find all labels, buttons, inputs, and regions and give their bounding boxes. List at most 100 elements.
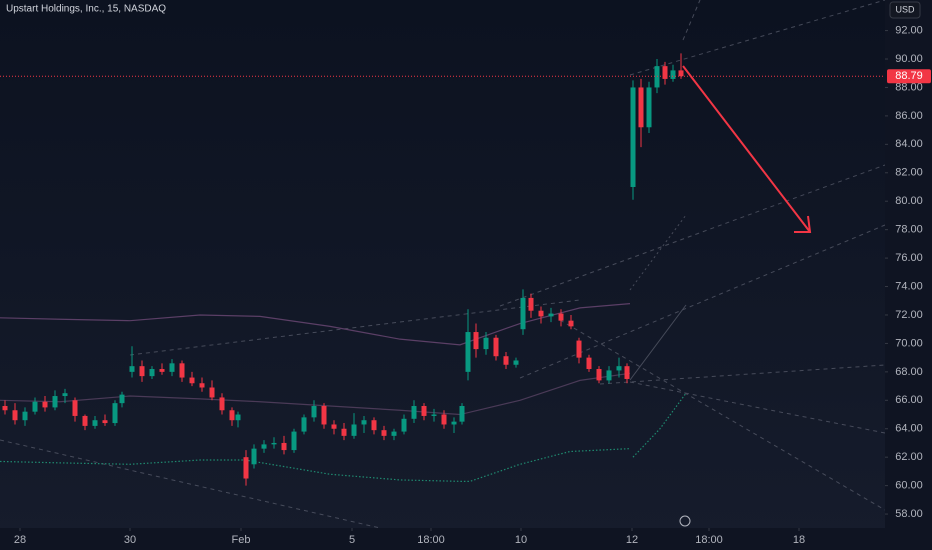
candle-body	[662, 66, 668, 79]
candle-body	[72, 400, 78, 416]
indicator-line	[632, 392, 687, 458]
candle-body	[219, 397, 225, 411]
y-tick-label: 92.00	[895, 24, 923, 36]
candle-body	[465, 332, 471, 372]
candle-body	[596, 369, 602, 381]
currency-label: USD	[895, 4, 915, 14]
candle-body	[441, 414, 447, 425]
candle-body	[301, 417, 307, 432]
candle-body	[483, 337, 489, 350]
y-tick-label: 90.00	[895, 53, 923, 65]
indicator-line	[0, 448, 631, 482]
candle-body	[568, 320, 574, 327]
candle-body	[82, 415, 88, 426]
candle-body	[538, 310, 544, 317]
x-tick-label: 5	[349, 534, 355, 546]
candle-body	[341, 428, 347, 436]
candle-body	[12, 410, 18, 421]
indicator-line	[0, 372, 631, 416]
candle-body	[281, 442, 287, 451]
y-tick-label: 78.00	[895, 224, 923, 236]
y-tick-label: 86.00	[895, 110, 923, 122]
candle-body	[22, 411, 28, 421]
candle-body	[179, 363, 185, 378]
candle-body	[558, 313, 564, 321]
candle-body	[391, 431, 397, 436]
x-tick-label: 30	[124, 534, 136, 546]
candle-body	[129, 366, 135, 372]
time-icon	[679, 515, 691, 527]
candle-body	[606, 370, 612, 381]
candle-body	[199, 383, 205, 388]
candle-body	[261, 444, 267, 449]
y-tick-label: 68.00	[895, 366, 923, 378]
last-price-label: 88.79	[895, 70, 923, 82]
forecast-arrow	[682, 65, 812, 233]
candle-body	[586, 357, 592, 370]
x-tick-label: 28	[14, 534, 26, 546]
x-tick-label: Feb	[232, 534, 251, 546]
candle-body	[189, 377, 195, 384]
candle-body	[630, 87, 636, 187]
x-tick-label: 10	[515, 534, 527, 546]
y-tick-label: 72.00	[895, 309, 923, 321]
candle-body	[209, 387, 215, 398]
candle-body	[473, 332, 479, 350]
candle-body	[548, 313, 554, 317]
candle-body	[159, 369, 165, 372]
candle-body	[235, 414, 241, 421]
candle-body	[251, 448, 257, 465]
y-tick-label: 84.00	[895, 138, 923, 150]
x-tick-label: 18:00	[695, 534, 723, 546]
candle-body	[528, 297, 534, 311]
candle-body	[678, 70, 684, 77]
candle-body	[291, 431, 297, 451]
chart-title: Upstart Holdings, Inc., 15, NASDAQ	[6, 4, 166, 15]
candle-body	[112, 403, 118, 424]
candle-body	[493, 337, 499, 357]
x-tick-label: 18	[793, 534, 805, 546]
candle-body	[616, 366, 622, 371]
y-tick-label: 70.00	[895, 337, 923, 349]
y-tick-label: 60.00	[895, 480, 923, 492]
candle-body	[381, 430, 387, 436]
candle-body	[654, 66, 660, 88]
y-tick-label: 64.00	[895, 423, 923, 435]
candle-body	[169, 363, 175, 372]
y-tick-label: 62.00	[895, 451, 923, 463]
candle-body	[2, 405, 8, 411]
candle-body	[92, 420, 98, 426]
price-axis	[885, 0, 932, 550]
candle-body	[149, 369, 155, 377]
candle-body	[229, 410, 235, 421]
candle-body	[638, 87, 644, 128]
candle-body	[451, 421, 457, 425]
candle-body	[119, 394, 125, 404]
candle-body	[32, 401, 38, 412]
candle-body	[411, 405, 417, 419]
candle-body	[139, 366, 145, 377]
candle-body	[52, 396, 58, 408]
candle-body	[243, 457, 249, 479]
y-tick-label: 76.00	[895, 252, 923, 264]
candle-body	[321, 405, 327, 425]
currency-button[interactable]	[889, 1, 921, 19]
candle-body	[421, 405, 427, 416]
y-tick-label: 88.00	[895, 81, 923, 93]
candle-body	[401, 418, 407, 432]
candle-body	[331, 424, 337, 429]
candle-body	[371, 420, 377, 431]
x-tick-label: 12	[626, 534, 638, 546]
candle-body	[361, 420, 367, 425]
y-tick-label: 82.00	[895, 167, 923, 179]
y-tick-label: 80.00	[895, 195, 923, 207]
candle-body	[431, 414, 437, 416]
candle-body	[271, 442, 277, 445]
candle-body	[42, 401, 48, 408]
candle-body	[670, 70, 676, 79]
candle-body	[62, 393, 68, 397]
indicator-line	[0, 303, 631, 346]
candle-body	[102, 420, 108, 424]
